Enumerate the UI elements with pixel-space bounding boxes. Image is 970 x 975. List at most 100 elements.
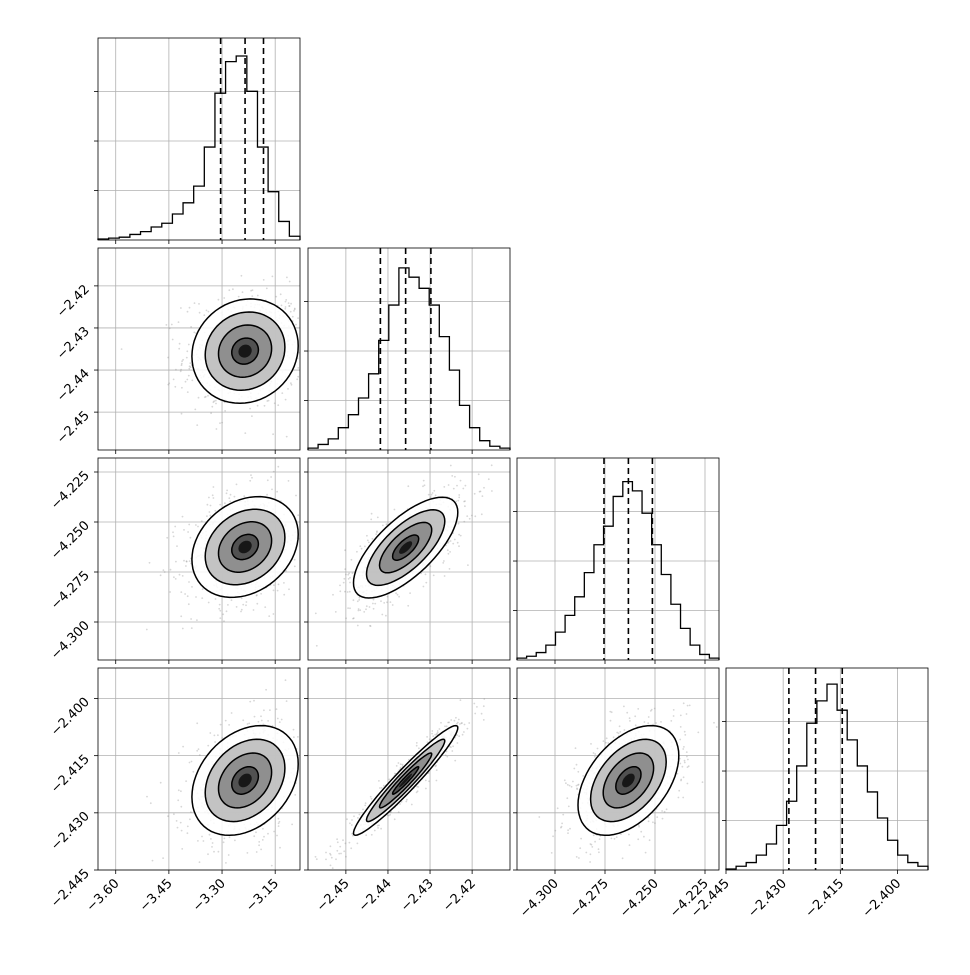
scatter-point <box>349 607 351 610</box>
contour-line <box>577 724 680 837</box>
scatter-point <box>264 606 267 608</box>
scatter-point <box>442 562 445 564</box>
scatter-point <box>342 839 344 842</box>
scatter-point <box>426 736 428 738</box>
scatter-point <box>225 862 227 864</box>
scatter-point <box>400 800 403 803</box>
scatter-point <box>181 627 184 630</box>
scatter-point <box>245 601 248 603</box>
scatter-point <box>452 745 454 748</box>
scatter-point <box>405 800 408 803</box>
scatter-point <box>251 295 254 297</box>
scatter-point <box>190 760 193 763</box>
scatter-point <box>359 609 362 612</box>
scatter-point <box>385 614 387 617</box>
scatter-point <box>270 476 272 478</box>
scatter-point <box>680 778 683 781</box>
density-fill <box>238 344 252 358</box>
scatter-point <box>314 855 317 858</box>
scatter-point <box>267 720 269 722</box>
scatter-point <box>652 821 654 824</box>
scatter-point <box>683 759 686 762</box>
scatter-point <box>185 560 188 563</box>
scatter-point <box>369 625 372 627</box>
scatter-point <box>678 789 681 792</box>
scatter-point <box>188 367 191 370</box>
scatter-point <box>482 719 485 721</box>
pair-panel-1-0 <box>94 247 301 454</box>
scatter-point <box>395 592 397 595</box>
scatter-point <box>265 688 267 691</box>
scatter-point <box>266 493 268 496</box>
scatter-point <box>397 811 400 814</box>
scatter-point <box>463 520 466 523</box>
scatter-point <box>207 744 210 747</box>
scatter-point <box>263 835 265 838</box>
scatter-point <box>196 619 198 621</box>
scatter-point <box>560 825 563 828</box>
scatter-point <box>339 590 342 593</box>
scatter-point <box>260 848 262 851</box>
scatter-point <box>211 405 214 408</box>
scatter-point <box>277 404 280 407</box>
scatter-point <box>211 842 214 844</box>
scatter-point <box>207 394 209 397</box>
scatter-point <box>240 608 243 611</box>
scatter-point <box>683 746 685 748</box>
scatter-point <box>189 818 191 821</box>
scatter-point <box>248 722 251 725</box>
scatter-point <box>423 484 426 487</box>
scatter-point <box>188 365 191 368</box>
scatter-point <box>266 400 269 402</box>
scatter-point <box>180 412 183 415</box>
contour-line <box>602 752 655 809</box>
scatter-point <box>208 833 211 836</box>
scatter-point <box>226 489 229 492</box>
scatter-point <box>370 797 373 800</box>
scatter-point <box>329 864 332 867</box>
scatter-point <box>468 517 471 520</box>
scatter-point <box>374 602 377 605</box>
scatter-point <box>628 717 631 720</box>
scatter-point <box>291 823 293 826</box>
scatter-point <box>629 720 631 722</box>
scatter-point <box>297 514 300 517</box>
scatter-point <box>272 613 275 615</box>
scatter-point <box>163 571 166 573</box>
scatter-point <box>444 725 446 728</box>
scatter-point <box>407 485 410 488</box>
scatter-point <box>325 851 327 854</box>
scatter-point <box>447 541 450 543</box>
scatter-point <box>186 595 189 598</box>
pair-panel-3-1 <box>304 667 511 874</box>
x-tick-label: −2.42 <box>440 876 479 915</box>
scatter-point <box>456 734 458 736</box>
scatter-point <box>278 820 281 823</box>
scatter-point <box>170 323 173 326</box>
scatter-point <box>249 700 252 703</box>
scatter-point <box>243 495 246 497</box>
scatter-point <box>431 732 433 735</box>
scatter-point <box>617 732 620 735</box>
scatter-point <box>169 568 172 571</box>
panel-frame <box>725 667 929 871</box>
scatter-point <box>679 762 682 765</box>
scatter-point <box>656 816 659 818</box>
scatter-point <box>425 787 427 790</box>
scatter-point <box>297 317 299 319</box>
scatter-point <box>342 581 345 584</box>
scatter-point <box>552 835 554 838</box>
scatter-point <box>297 736 299 738</box>
scatter-point <box>195 596 197 598</box>
scatter-point <box>605 737 608 740</box>
scatter-point <box>188 560 191 562</box>
scatter-point <box>273 584 275 587</box>
scatter-point <box>180 307 182 309</box>
contour-line <box>352 724 459 837</box>
scatter-point <box>378 780 380 782</box>
scatter-point <box>287 302 290 304</box>
scatter-point <box>458 735 461 738</box>
x-tick-label: −2.45 <box>314 876 353 915</box>
scatter-point <box>589 843 592 845</box>
scatter-point <box>229 500 232 503</box>
